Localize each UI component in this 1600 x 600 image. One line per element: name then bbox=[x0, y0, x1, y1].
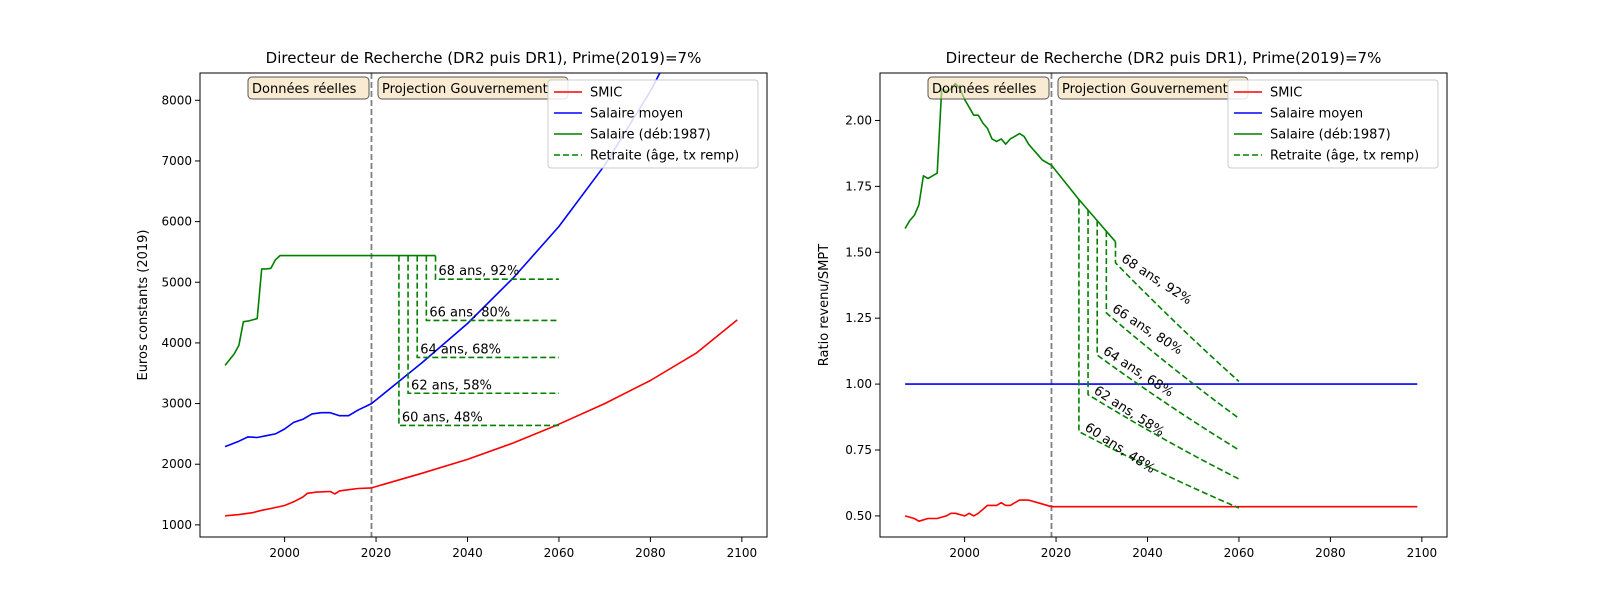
retirement-label: 62 ans, 58% bbox=[411, 378, 492, 393]
series-line-3 bbox=[224, 254, 436, 366]
y-tick-label: 1000 bbox=[161, 518, 192, 532]
retirement-line-3 bbox=[416, 255, 559, 359]
series-line-2 bbox=[224, 73, 661, 448]
retirement-line-5 bbox=[434, 255, 559, 281]
annotation-box bbox=[927, 76, 1050, 100]
y-tick-label: 5000 bbox=[161, 275, 192, 289]
y-tick-label: 2000 bbox=[161, 457, 192, 471]
retirement-label: 60 ans, 48% bbox=[402, 410, 483, 425]
x-tick-label: 2100 bbox=[727, 546, 758, 560]
x-tick-label: 2000 bbox=[269, 546, 300, 560]
annotation-box bbox=[247, 76, 370, 100]
series-line-3 bbox=[904, 82, 1117, 243]
annotation-text: Projection Gouvernement bbox=[382, 82, 548, 97]
retirement-line-1 bbox=[1078, 199, 1240, 509]
legend-label: Salaire (déb:1987) bbox=[1270, 128, 1391, 143]
y-tick-label: 2.00 bbox=[845, 113, 872, 127]
retirement-label: 68 ans, 92% bbox=[1118, 252, 1194, 309]
x-tick-label: 2100 bbox=[1407, 546, 1438, 560]
x-tick-label: 2040 bbox=[1132, 546, 1163, 560]
y-tick-label: 1.50 bbox=[845, 245, 872, 259]
retirement-label: 68 ans, 92% bbox=[438, 264, 519, 279]
retirement-line-2 bbox=[1087, 210, 1240, 480]
y-tick-label: 1.75 bbox=[845, 179, 872, 193]
x-tick-label: 2020 bbox=[1041, 546, 1072, 560]
y-tick-label: 0.50 bbox=[845, 509, 872, 523]
retirement-line-1 bbox=[398, 255, 559, 427]
series-line-1 bbox=[904, 499, 1418, 523]
annotation-text: Données réelles bbox=[252, 82, 357, 97]
legend-label: SMIC bbox=[1270, 86, 1302, 101]
x-tick-label: 2060 bbox=[1224, 546, 1255, 560]
retirement-line-5 bbox=[1114, 241, 1240, 383]
chart-panel-1: Directeur de Recherche (DR2 puis DR1), P… bbox=[136, 49, 768, 560]
x-tick-label: 2080 bbox=[1315, 546, 1346, 560]
y-axis-label: Ratio revenu/SMPT bbox=[817, 244, 832, 366]
plot-area bbox=[224, 73, 738, 537]
legend-label: Salaire moyen bbox=[590, 107, 683, 122]
x-tick-label: 2000 bbox=[949, 546, 980, 560]
y-axis-label: Euros constants (2019) bbox=[136, 229, 151, 380]
x-tick-label: 2080 bbox=[635, 546, 666, 560]
x-tick-label: 2020 bbox=[361, 546, 392, 560]
chart-title: Directeur de Recherche (DR2 puis DR1), P… bbox=[946, 49, 1382, 67]
retirement-line-2 bbox=[407, 255, 559, 395]
x-tick-label: 2060 bbox=[544, 546, 575, 560]
y-tick-label: 6000 bbox=[161, 215, 192, 229]
legend-label: Retraite (âge, tx remp) bbox=[590, 149, 739, 164]
legend-box bbox=[1227, 79, 1439, 169]
chart-panel-2: Directeur de Recherche (DR2 puis DR1), P… bbox=[817, 49, 1448, 560]
y-tick-label: 3000 bbox=[161, 397, 192, 411]
retirement-label: 66 ans, 80% bbox=[429, 305, 510, 320]
retirement-line-4 bbox=[425, 255, 559, 322]
legend-label: Retraite (âge, tx remp) bbox=[1270, 149, 1419, 164]
y-tick-label: 4000 bbox=[161, 336, 192, 350]
series-line-1 bbox=[225, 319, 738, 517]
axes-frame bbox=[199, 72, 768, 538]
x-tick-label: 2040 bbox=[452, 546, 483, 560]
legend-label: Salaire (déb:1987) bbox=[590, 128, 711, 143]
y-tick-label: 8000 bbox=[161, 93, 192, 107]
axes-frame bbox=[879, 72, 1448, 538]
retirement-label: 66 ans, 80% bbox=[1109, 302, 1185, 359]
legend-label: SMIC bbox=[590, 86, 622, 101]
retirement-line-4 bbox=[1105, 231, 1240, 420]
retirement-line-3 bbox=[1096, 220, 1240, 451]
retirement-label: 64 ans, 68% bbox=[420, 342, 501, 357]
y-tick-label: 0.75 bbox=[845, 443, 872, 457]
y-tick-label: 1.25 bbox=[845, 311, 872, 325]
chart-title: Directeur de Recherche (DR2 puis DR1), P… bbox=[266, 49, 702, 67]
y-tick-label: 7000 bbox=[161, 154, 192, 168]
y-tick-label: 1.00 bbox=[845, 377, 872, 391]
annotation-text: Projection Gouvernement bbox=[1062, 82, 1228, 97]
annotation-text: Données réelles bbox=[932, 82, 1037, 97]
legend-label: Salaire moyen bbox=[1270, 107, 1363, 122]
legend-box bbox=[547, 79, 759, 169]
plot-area bbox=[904, 73, 1418, 537]
